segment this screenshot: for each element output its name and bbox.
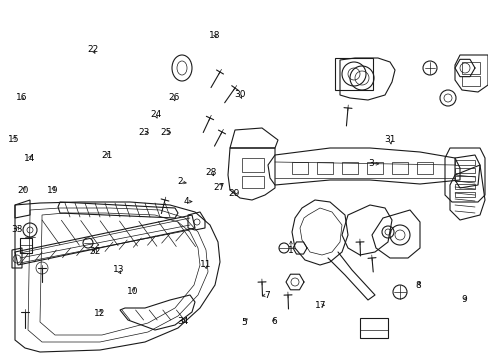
Bar <box>391 162 407 174</box>
Text: 21: 21 <box>101 151 112 160</box>
Text: 30: 30 <box>233 90 245 99</box>
Text: 12: 12 <box>93 310 105 319</box>
Text: 15: 15 <box>8 135 20 144</box>
Text: 17: 17 <box>314 301 325 310</box>
Bar <box>316 162 332 174</box>
Text: 20: 20 <box>18 186 29 194</box>
Text: 13: 13 <box>112 266 124 274</box>
Text: 28: 28 <box>205 167 217 176</box>
Text: 27: 27 <box>213 183 224 192</box>
Bar <box>461 62 479 74</box>
Text: 29: 29 <box>227 189 239 198</box>
Text: 16: 16 <box>16 94 28 102</box>
Bar <box>20 238 32 253</box>
Text: 3: 3 <box>368 159 374 168</box>
Text: 18: 18 <box>209 31 221 40</box>
Text: 10: 10 <box>127 287 139 296</box>
Text: 8: 8 <box>414 281 420 289</box>
Bar <box>454 160 474 165</box>
Bar <box>454 184 474 189</box>
Bar <box>454 192 474 197</box>
Bar <box>454 176 474 181</box>
Text: 2: 2 <box>177 177 183 186</box>
Text: 33: 33 <box>11 225 23 234</box>
Text: 26: 26 <box>167 93 179 102</box>
Text: 1: 1 <box>287 246 293 255</box>
Text: 9: 9 <box>461 295 467 304</box>
Bar <box>461 76 479 86</box>
Text: 32: 32 <box>89 247 101 256</box>
Bar <box>454 168 474 173</box>
Text: 24: 24 <box>149 110 161 119</box>
Text: 22: 22 <box>87 45 99 54</box>
Text: 19: 19 <box>47 186 59 194</box>
Text: 31: 31 <box>384 135 395 144</box>
Bar <box>242 158 264 172</box>
Bar <box>341 162 357 174</box>
Text: 6: 6 <box>270 317 276 326</box>
Text: 25: 25 <box>160 128 172 137</box>
Bar <box>416 162 432 174</box>
Text: 5: 5 <box>241 318 247 327</box>
Bar <box>359 318 387 338</box>
Text: 23: 23 <box>138 128 150 137</box>
Text: 14: 14 <box>23 154 35 163</box>
Bar <box>242 176 264 188</box>
Text: 7: 7 <box>264 291 269 300</box>
Bar <box>366 162 382 174</box>
Bar <box>291 162 307 174</box>
Text: 11: 11 <box>199 260 211 269</box>
Text: 4: 4 <box>183 197 189 206</box>
Bar <box>334 58 372 90</box>
Text: 34: 34 <box>177 317 189 325</box>
